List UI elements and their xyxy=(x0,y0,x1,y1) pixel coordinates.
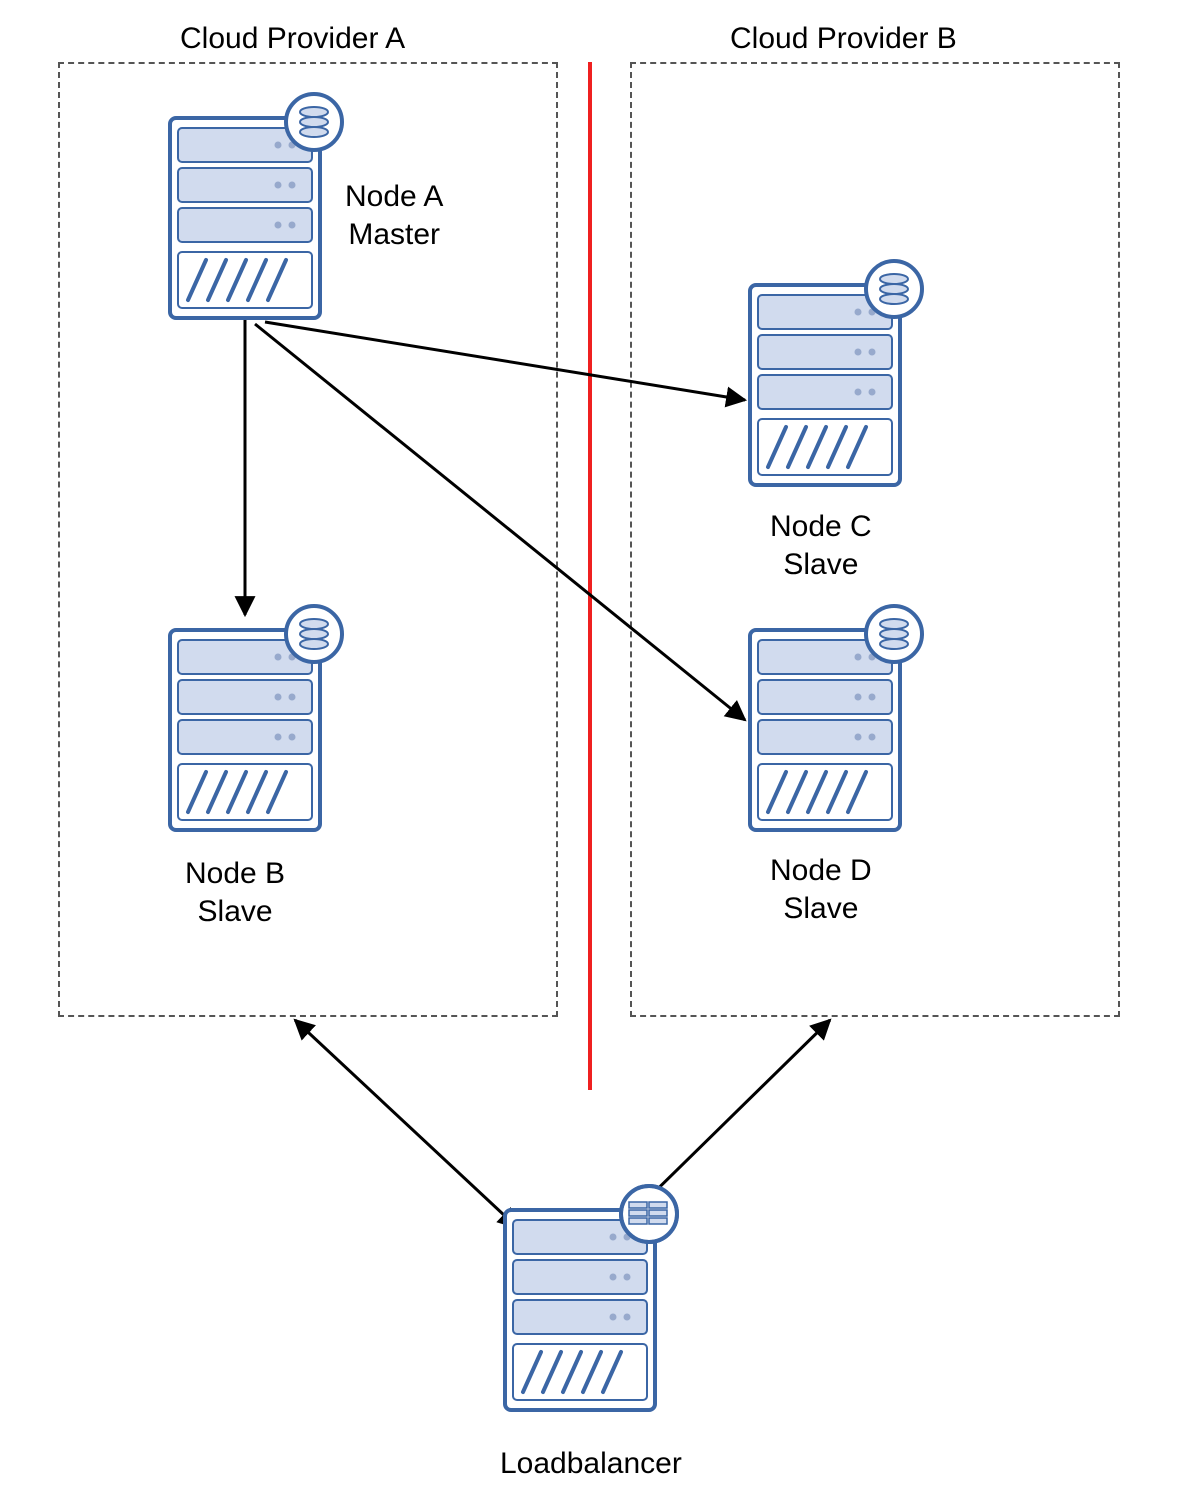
provider-box-providerB xyxy=(630,62,1120,1017)
label-nodeA: Node AMaster xyxy=(345,178,443,253)
label-lb: Loadbalancer xyxy=(500,1445,682,1483)
edge-lb-provA xyxy=(295,1020,505,1216)
header-hdrA: Cloud Provider A xyxy=(180,20,405,58)
label-nodeD: Node DSlave xyxy=(770,852,872,927)
header-hdrB: Cloud Provider B xyxy=(730,20,957,58)
provider-box-providerA xyxy=(58,62,558,1017)
edge-lb-provB xyxy=(630,1020,830,1216)
server-lb xyxy=(505,1186,677,1410)
label-nodeC: Node CSlave xyxy=(770,508,872,583)
firewall-icon xyxy=(621,1186,677,1242)
label-nodeB: Node BSlave xyxy=(185,855,285,930)
diagram-canvas: Cloud Provider A Cloud Provider B Node AMa… xyxy=(0,0,1180,1506)
